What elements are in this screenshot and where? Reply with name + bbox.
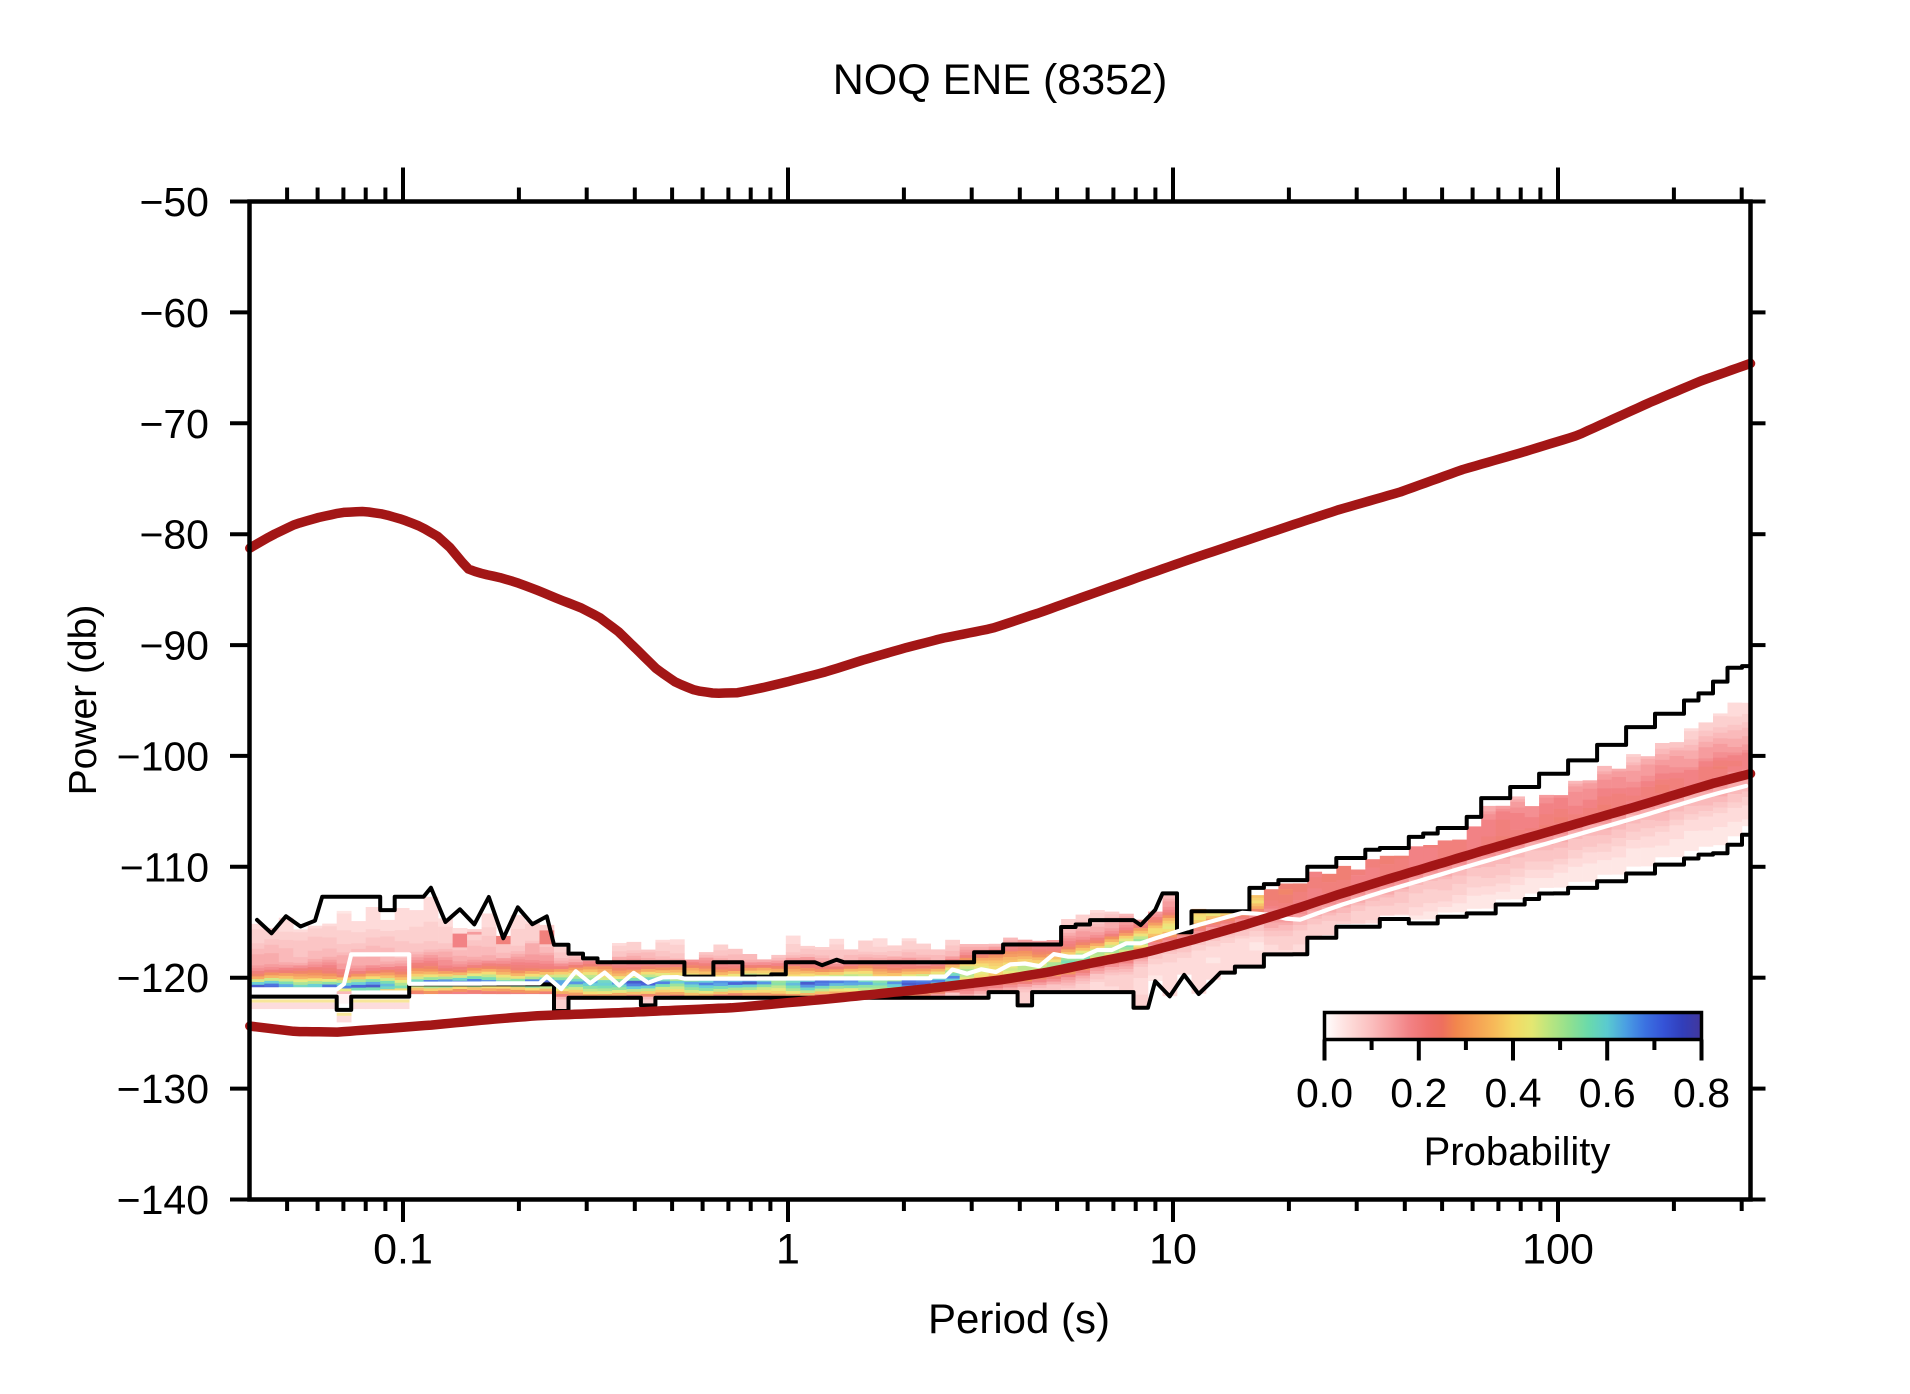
svg-text:−50: −50	[139, 179, 209, 225]
svg-text:−70: −70	[139, 401, 209, 447]
svg-text:−130: −130	[117, 1066, 209, 1112]
svg-text:Power (db): Power (db)	[62, 605, 105, 796]
svg-text:NOQ ENE (8352): NOQ ENE (8352)	[833, 56, 1168, 104]
svg-text:0.2: 0.2	[1390, 1070, 1447, 1116]
svg-text:Probability: Probability	[1424, 1130, 1611, 1174]
svg-text:−60: −60	[139, 290, 209, 336]
svg-text:−90: −90	[139, 623, 209, 669]
svg-text:Period (s): Period (s)	[928, 1295, 1110, 1342]
svg-text:100: 100	[1522, 1226, 1594, 1274]
svg-text:−140: −140	[117, 1177, 209, 1223]
svg-text:−80: −80	[139, 512, 209, 558]
svg-text:10: 10	[1149, 1226, 1197, 1274]
svg-text:0.8: 0.8	[1673, 1070, 1730, 1116]
svg-text:−110: −110	[120, 844, 209, 890]
svg-text:0.1: 0.1	[373, 1226, 433, 1274]
svg-text:−120: −120	[117, 955, 209, 1001]
svg-text:0.6: 0.6	[1579, 1070, 1636, 1116]
svg-text:1: 1	[776, 1226, 800, 1274]
svg-text:−100: −100	[117, 733, 209, 779]
svg-text:0.4: 0.4	[1485, 1070, 1542, 1116]
svg-text:0.0: 0.0	[1296, 1070, 1353, 1116]
